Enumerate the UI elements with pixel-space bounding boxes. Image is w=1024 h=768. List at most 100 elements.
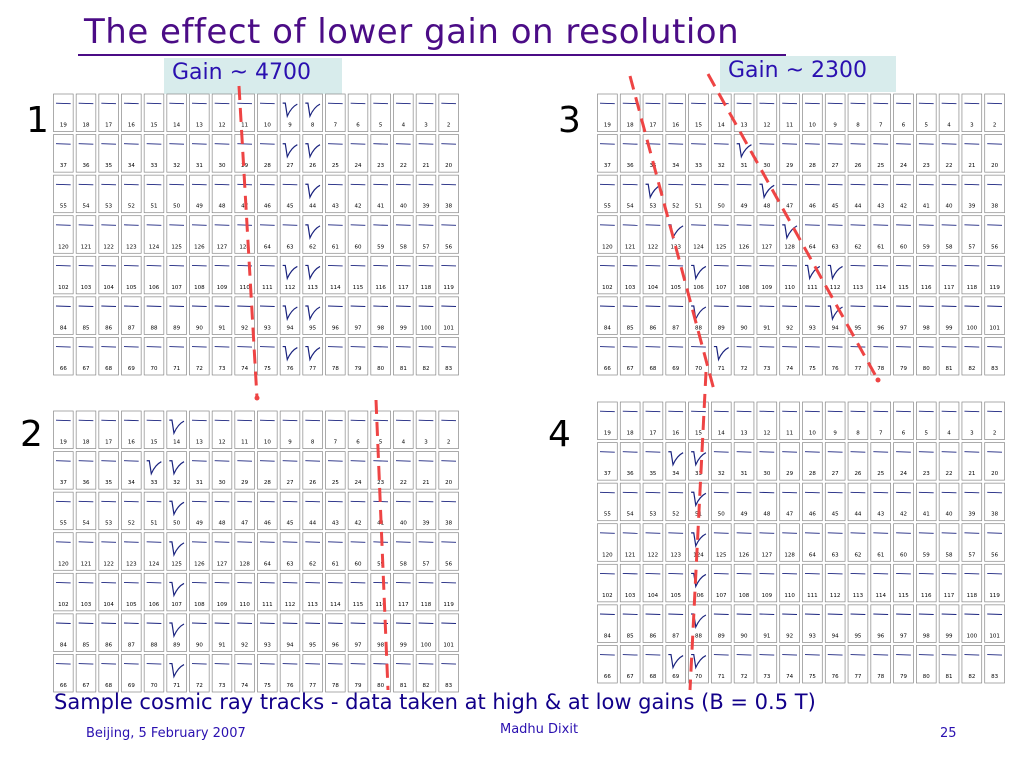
pad-cell: 18 <box>619 401 641 440</box>
pad-number-label: 128 <box>239 244 250 250</box>
pad-waveform <box>736 102 752 105</box>
pad-number-label: 5 <box>925 123 929 129</box>
pad-number-label: 55 <box>604 512 611 518</box>
pad-cell: 126 <box>189 532 210 571</box>
pad-waveform <box>214 500 230 503</box>
pad-waveform <box>599 305 615 307</box>
pad-number-label: 52 <box>128 521 135 527</box>
pad-number-label: 70 <box>695 366 702 372</box>
pad-waveform <box>305 345 321 362</box>
pad-cell: 73 <box>756 645 778 684</box>
pad-number-label: 96 <box>332 642 339 648</box>
pad-number-label: 61 <box>332 244 339 250</box>
pad-cell: 122 <box>642 523 664 562</box>
pad-cell: 88 <box>143 296 165 335</box>
pad-number-label: 60 <box>355 244 362 250</box>
pad-waveform <box>645 264 661 267</box>
pad-number-label: 103 <box>625 593 636 599</box>
pad-waveform <box>441 102 457 105</box>
pad-cell: 122 <box>98 532 119 571</box>
pad-number-label: 89 <box>173 642 180 648</box>
pad-waveform <box>759 102 775 105</box>
pad-cell: 52 <box>665 174 686 214</box>
pad-cell: 24 <box>347 134 369 173</box>
pad-waveform <box>668 572 684 575</box>
pad-waveform <box>873 572 889 575</box>
pad-number-label: 120 <box>602 244 613 250</box>
pad-cell: 47 <box>779 482 800 522</box>
pad-waveform <box>918 264 934 267</box>
pad-cell: 21 <box>961 442 983 481</box>
pad-cell: 113 <box>302 572 323 612</box>
pad-waveform <box>622 451 638 453</box>
pad-waveform <box>987 451 1003 453</box>
pad-number-label: 30 <box>763 471 770 477</box>
pad-number-label: 112 <box>830 285 841 291</box>
pad-cell: 123 <box>665 523 686 562</box>
pad-waveform <box>850 305 866 307</box>
pad-waveform <box>599 410 615 413</box>
pad-number-label: 44 <box>309 204 316 210</box>
pad-number-label: 70 <box>151 683 158 689</box>
pad-waveform <box>941 102 957 105</box>
pad-waveform <box>691 224 706 226</box>
pad-number-label: 123 <box>670 244 681 250</box>
pad-waveform <box>101 500 117 503</box>
pad-cell: 94 <box>279 296 301 335</box>
pad-waveform <box>896 410 911 413</box>
pad-number-label: 92 <box>241 642 248 648</box>
pad-number-label: 48 <box>219 204 226 210</box>
pad-waveform <box>645 532 661 534</box>
pad-number-label: 120 <box>58 561 69 567</box>
pad-waveform <box>896 102 911 105</box>
pad-waveform <box>668 183 684 186</box>
pad-number-label: 85 <box>627 633 634 639</box>
pad-number-label: 5 <box>379 123 383 129</box>
pad-number-label: 66 <box>60 366 67 372</box>
pad-number-label: 42 <box>900 512 907 518</box>
pad-cell: 102 <box>53 255 74 295</box>
pad-number-label: 16 <box>128 440 135 446</box>
pad-number-label: 90 <box>196 642 203 648</box>
pad-cell: 60 <box>347 215 369 254</box>
pad-cell: 85 <box>75 296 97 335</box>
pad-number-label: 87 <box>672 633 679 639</box>
pad-number-label: 41 <box>923 512 930 518</box>
pad-number-label: 75 <box>264 366 271 372</box>
pad-number-label: 126 <box>739 552 750 558</box>
pad-waveform <box>987 224 1003 226</box>
pad-waveform <box>395 500 411 503</box>
gain-low-label: Gain ~ 2300 <box>720 56 896 92</box>
pad-cell: 127 <box>211 215 233 254</box>
pad-cell: 62 <box>847 215 869 254</box>
pad-waveform <box>327 264 343 267</box>
pad-waveform <box>237 224 253 226</box>
pad-number-label: 21 <box>968 471 975 477</box>
pad-number-label: 57 <box>423 244 430 250</box>
pad-waveform <box>941 143 957 145</box>
pad-cell: 105 <box>665 255 686 295</box>
pad-number-label: 63 <box>832 552 839 558</box>
pad-number-label: 31 <box>196 163 203 169</box>
pad-number-label: 80 <box>923 366 930 372</box>
pad-cell: 34 <box>121 451 142 490</box>
pad-cell: 104 <box>98 572 119 612</box>
pad-cell: 66 <box>53 654 74 693</box>
pad-waveform <box>850 451 866 453</box>
pad-waveform <box>645 102 661 105</box>
pad-waveform <box>55 264 71 267</box>
track-endpoint-1 <box>254 395 260 401</box>
pad-number-label: 47 <box>241 204 248 210</box>
title-underline <box>78 54 786 56</box>
pad-cell: 17 <box>642 401 664 440</box>
pad-cell: 70 <box>688 337 709 376</box>
pad-cell: 93 <box>257 613 278 652</box>
pad-number-label: 108 <box>194 285 205 291</box>
pad-cell: 46 <box>802 482 823 522</box>
pad-cell: 101 <box>984 604 1005 643</box>
pad-cell: 79 <box>893 337 914 376</box>
pad-number-label: 20 <box>445 163 452 169</box>
pad-cell: 9 <box>279 93 301 132</box>
pad-cell: 126 <box>189 215 210 254</box>
pad-number-label: 79 <box>900 366 907 372</box>
